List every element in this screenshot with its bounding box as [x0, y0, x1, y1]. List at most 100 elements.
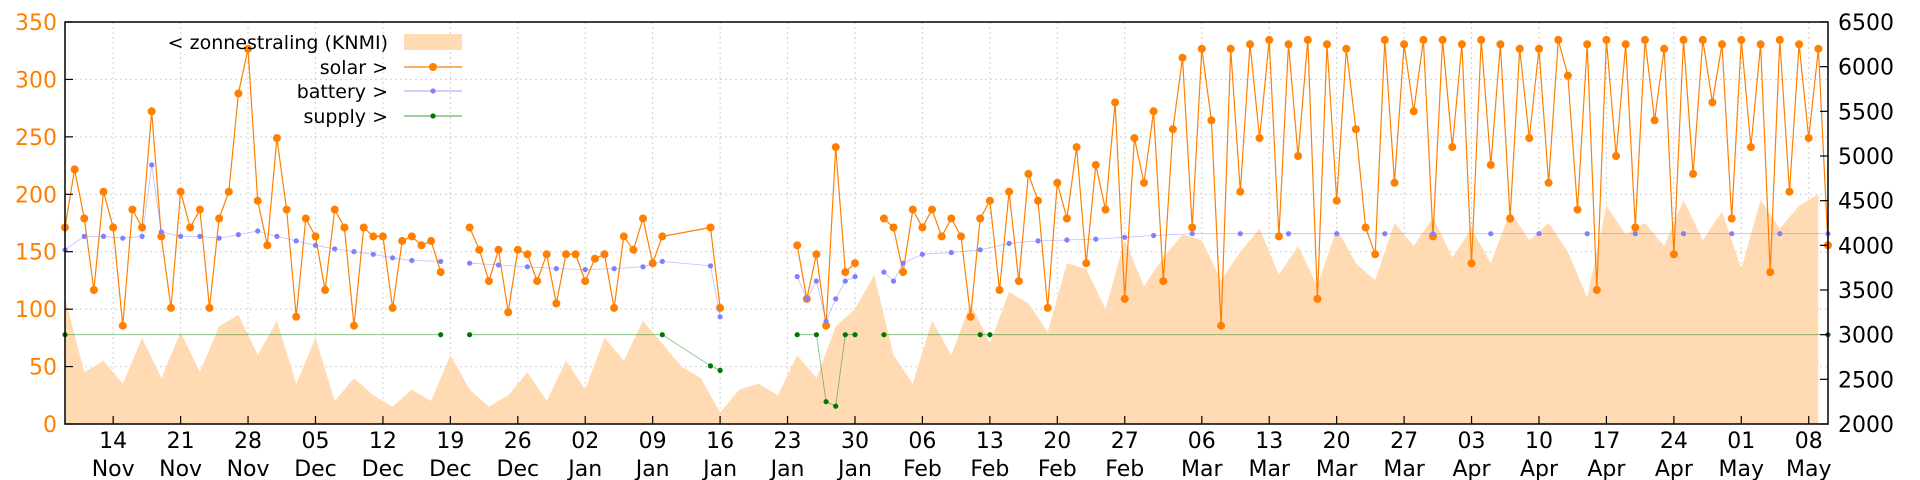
- data-point: [332, 246, 338, 252]
- x-tick-day-label: 27: [1390, 429, 1418, 454]
- data-point: [390, 255, 396, 261]
- data-point: [658, 232, 667, 241]
- data-point: [1669, 250, 1678, 259]
- data-point: [147, 107, 156, 116]
- x-tick-month-label: Feb: [970, 457, 1009, 480]
- legend-swatch: [404, 34, 462, 50]
- x-tick-month-label: Apr: [1453, 457, 1492, 480]
- x-tick-day-label: 12: [369, 429, 397, 454]
- data-point: [359, 223, 368, 232]
- data-point: [1332, 196, 1341, 205]
- data-point: [484, 277, 493, 286]
- series-3: [62, 332, 1831, 409]
- data-point: [1535, 44, 1543, 53]
- data-point: [89, 286, 98, 294]
- x-tick-day-label: 06: [908, 429, 936, 454]
- data-point: [1718, 40, 1726, 49]
- data-point: [1043, 303, 1052, 312]
- data-point: [1361, 223, 1370, 232]
- y-left-tick-label: 50: [29, 356, 57, 381]
- irradiance-area-fill: [65, 194, 1819, 424]
- data-point: [1631, 223, 1640, 232]
- plot-border: [64, 21, 1829, 425]
- data-point: [1159, 277, 1168, 286]
- legend: < zonnestraling (KNMI) solar >battery > su…: [168, 32, 462, 128]
- data-point: [1188, 223, 1197, 232]
- data-point: [833, 403, 839, 409]
- data-point: [1689, 169, 1698, 178]
- x-tick-month-label: Apr: [1587, 457, 1626, 480]
- legend-label: supply >: [303, 106, 388, 128]
- data-point: [582, 266, 588, 273]
- data-point: [1400, 40, 1409, 49]
- data-point: [842, 278, 848, 284]
- data-point: [234, 89, 243, 98]
- data-point: [1140, 178, 1148, 187]
- data-point: [908, 205, 917, 214]
- x-tick-month-label: Dec: [362, 457, 405, 480]
- data-point: [292, 312, 301, 321]
- data-point: [1237, 231, 1243, 237]
- data-point: [881, 332, 887, 338]
- data-point: [899, 268, 908, 277]
- data-point: [823, 318, 829, 324]
- data-point: [409, 257, 415, 264]
- x-tick-month-label: Mar: [1383, 457, 1425, 480]
- legend-label: battery >: [297, 81, 388, 103]
- x-tick-day-label: 26: [504, 429, 532, 454]
- data-point: [1246, 40, 1254, 49]
- x-tick-month-label: Feb: [1105, 457, 1144, 480]
- series-line: [469, 334, 721, 371]
- data-point: [1419, 35, 1428, 44]
- data-point: [640, 264, 646, 270]
- data-point: [648, 259, 657, 268]
- x-tick-day-label: 20: [1323, 429, 1351, 454]
- data-point: [301, 214, 310, 223]
- x-tick-day-label: 09: [639, 429, 667, 454]
- data-point: [659, 258, 665, 264]
- data-point: [369, 232, 378, 241]
- legend-entry: solar >: [320, 57, 462, 79]
- x-tick-day-label: 21: [167, 429, 195, 454]
- data-point: [438, 258, 444, 264]
- data-point: [80, 214, 89, 223]
- x-tick-month-label: May: [1786, 457, 1831, 480]
- data-point: [1101, 205, 1110, 214]
- data-point: [1323, 40, 1331, 49]
- data-point: [1035, 238, 1041, 244]
- data-point: [717, 314, 723, 320]
- data-point: [1612, 152, 1621, 160]
- x-tick-month-label: Mar: [1181, 457, 1223, 480]
- y-left-tick-label: 350: [15, 11, 57, 36]
- data-point: [571, 250, 580, 259]
- data-point: [1197, 44, 1206, 53]
- x-tick-month-label: Apr: [1520, 457, 1559, 480]
- data-point: [1178, 53, 1187, 62]
- data-point: [1409, 107, 1418, 116]
- data-point: [948, 249, 954, 256]
- data-point: [851, 259, 859, 268]
- data-point: [1680, 231, 1687, 237]
- x-tick-day-label: 23: [774, 429, 802, 454]
- data-point: [178, 233, 184, 239]
- data-point: [70, 165, 79, 174]
- data-point: [1641, 35, 1649, 44]
- data-point: [1448, 143, 1457, 152]
- data-point: [1034, 196, 1042, 205]
- data-point: [659, 332, 665, 338]
- x-tick-day-label: 06: [1188, 429, 1216, 454]
- data-point: [1006, 240, 1012, 247]
- legend-marker: [429, 63, 437, 71]
- x-tick-month-label: Dec: [429, 457, 472, 480]
- data-point: [475, 245, 484, 254]
- data-point: [985, 196, 994, 205]
- y-right-tick-label: 3000: [1838, 324, 1894, 349]
- axis-ticks: 0501001502002503003502000250030003500400…: [15, 11, 1894, 480]
- data-point: [918, 223, 927, 232]
- x-tick-month-label: Dec: [294, 457, 337, 480]
- data-point: [1284, 40, 1293, 49]
- data-point: [1122, 234, 1128, 240]
- y-left-tick-label: 100: [15, 298, 57, 323]
- data-point: [1382, 231, 1388, 237]
